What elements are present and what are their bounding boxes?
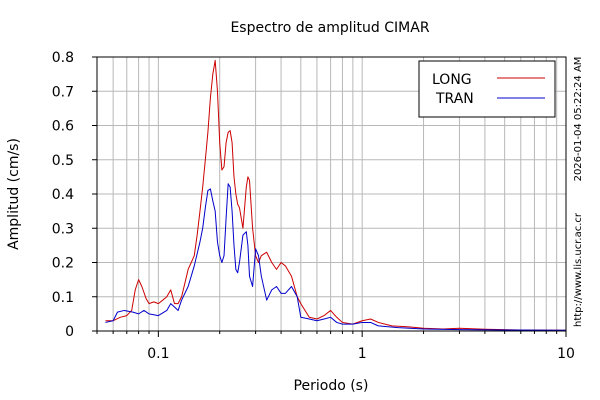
- y-tick-label-0.8: 0.8: [52, 50, 74, 66]
- x-tick-label-10: 10: [557, 346, 575, 362]
- axis-ticks: 0.1 1 10 0 0.1 0.2 0.3 0.4 0.5 0.6 0.7 0.8: [52, 50, 575, 362]
- y-tick-label-0.1: 0.1: [52, 290, 74, 306]
- y-tick-label-0.3: 0.3: [52, 221, 74, 237]
- legend-label-tran: TRAN: [435, 91, 474, 107]
- y-tick-label-0.6: 0.6: [52, 119, 74, 135]
- x-tick-label-0.1: 0.1: [147, 346, 169, 362]
- series-line-tran: [105, 183, 567, 331]
- legend-box: [418, 60, 556, 118]
- timestamp-text: 2026-01-04 05:22:24 AM: [573, 57, 584, 182]
- legend: LONG TRAN: [418, 60, 556, 118]
- series-layer: [105, 59, 567, 331]
- x-axis-label: Periodo (s): [294, 378, 369, 394]
- y-tick-label-0: 0: [65, 324, 74, 340]
- grid-lines: [96, 56, 567, 332]
- y-axis-label: Amplitud (cm/s): [6, 138, 22, 250]
- series-line-long: [105, 59, 567, 331]
- y-tick-label-0.7: 0.7: [52, 84, 74, 100]
- x-tick-label-1: 1: [358, 346, 367, 362]
- y-tick-label-0.2: 0.2: [52, 256, 74, 272]
- chart-title: Espectro de amplitud CIMAR: [230, 20, 429, 36]
- y-tick-label-0.4: 0.4: [52, 187, 74, 203]
- legend-label-long: LONG: [432, 72, 472, 88]
- y-tick-label-0.5: 0.5: [52, 153, 74, 169]
- source-url-text: http://www.lis.ucr.ac.cr: [573, 212, 584, 327]
